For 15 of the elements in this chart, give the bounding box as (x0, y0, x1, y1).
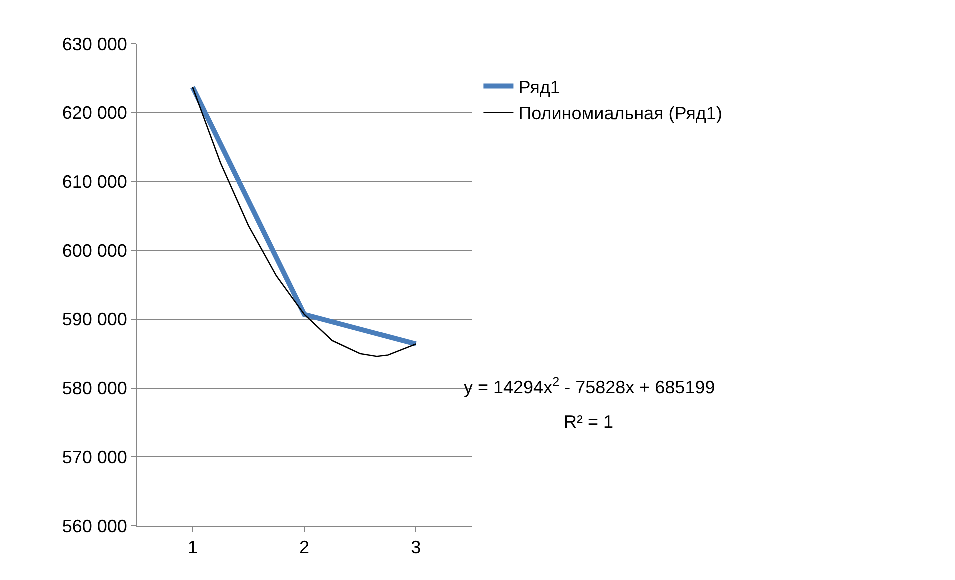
text: R² = 1 (564, 412, 614, 432)
x-tick-label: 3 (411, 538, 422, 558)
y-tick-label: 620 000 (62, 103, 128, 124)
y-tick-label: 610 000 (62, 172, 128, 192)
y-tick-label: 600 000 (62, 240, 128, 261)
y-tick-label: 590 000 (62, 310, 128, 330)
legend-label: Полиномиальная (Ряд1) (518, 104, 722, 124)
y-tick-label: 560 000 (62, 516, 128, 536)
y-tick-label: 580 000 (62, 378, 128, 399)
annotation: y = 14294x$^{2}$ - 75828x + 685199 (464, 375, 716, 398)
y-tick-label: 630 000 (62, 34, 128, 54)
y-tick-label: 570 000 (62, 447, 128, 468)
legend-label: Ряд1 (518, 77, 560, 98)
x-tick-label: 1 (188, 538, 198, 558)
x-tick-label: 2 (299, 538, 310, 558)
